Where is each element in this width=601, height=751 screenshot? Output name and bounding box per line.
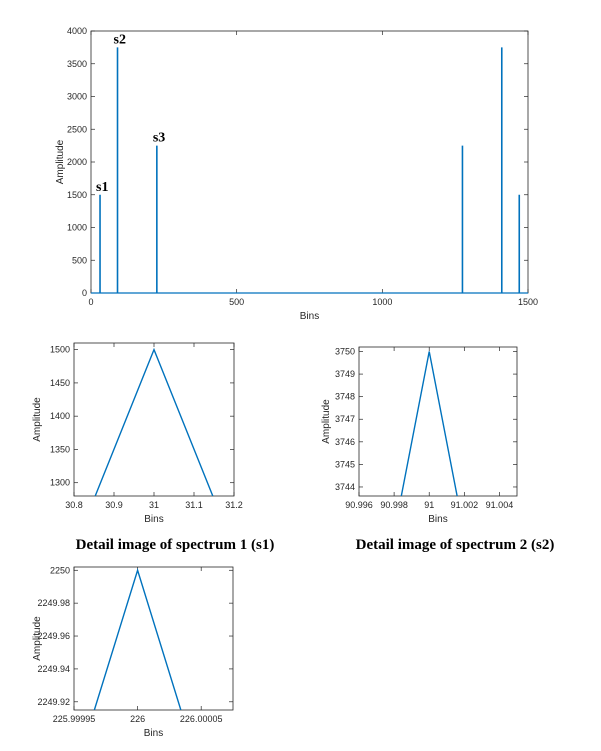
x-tick-label: 226.00005	[180, 714, 223, 724]
y-axis-label: Amplitude	[55, 139, 66, 184]
peak-annotation-s3: s3	[153, 131, 165, 146]
y-tick-label: 1000	[67, 223, 87, 233]
x-tick-label: 1000	[372, 297, 392, 307]
y-tick-label: 4000	[67, 26, 87, 36]
caption-detail-s1: Detail image of spectrum 1 (s1)	[76, 537, 275, 553]
caption-detail-s2: Detail image of spectrum 2 (s2)	[356, 537, 555, 553]
y-tick-label: 3000	[67, 92, 87, 102]
y-tick-label: 3744	[335, 482, 355, 492]
y-tick-label: 0	[82, 288, 87, 298]
y-tick-label: 2249.96	[37, 631, 70, 641]
x-tick-label: 31	[149, 500, 159, 510]
y-tick-label: 2249.98	[37, 598, 70, 608]
y-tick-label: 3749	[335, 369, 355, 379]
y-tick-label: 2250	[50, 565, 70, 575]
y-tick-label: 1400	[50, 411, 70, 421]
x-tick-label: 30.9	[105, 500, 123, 510]
y-tick-label: 2249.92	[37, 697, 70, 707]
y-tick-label: 3500	[67, 59, 87, 69]
y-tick-label: 2249.94	[37, 664, 70, 674]
detail-plot-s1: 30.8 30.9 31 31.1 31.2 1300 1350 1400 1450 1500 Bi…	[32, 342, 243, 525]
x-tick-label: 30.8	[65, 500, 83, 510]
x-tick-label: 91.004	[486, 500, 514, 510]
x-tick-label: 31.2	[225, 500, 243, 510]
y-tick-label: 3750	[335, 347, 355, 357]
y-tick-label: 3746	[335, 437, 355, 447]
y-axis-label: Amplitude	[32, 397, 43, 442]
y-tick-label: 1350	[50, 444, 70, 454]
plot-frame	[358, 346, 518, 497]
peak-annotation-s2: s2	[114, 32, 126, 47]
x-tick-label: 90.996	[345, 500, 373, 510]
series-line	[94, 347, 214, 496]
x-axis-label: Bins	[144, 728, 163, 739]
x-tick-label: 0	[88, 297, 93, 307]
detail-plot-s2: 90.996 90.998 91 91.002 91.004 3744 3745 3746 37…	[321, 346, 518, 525]
y-axis-label: Amplitude	[32, 616, 43, 661]
x-tick-label: 31.1	[185, 500, 203, 510]
y-tick-label: 1500	[50, 345, 70, 355]
y-tick-label: 1450	[50, 378, 70, 388]
detail-plot-s3: 225.99995 226 226.00005 2249.92 2249.94 2249.…	[32, 565, 234, 739]
x-axis-label: Bins	[144, 514, 163, 525]
y-tick-label: 500	[72, 255, 87, 265]
x-tick-label: 91	[424, 500, 434, 510]
y-tick-label: 1500	[67, 190, 87, 200]
x-tick-label: 226	[130, 714, 145, 724]
series-line	[93, 567, 182, 710]
series-line	[400, 351, 458, 496]
x-tick-label: 91.002	[451, 500, 479, 510]
y-tick-label: 1300	[50, 478, 70, 488]
plot-frame	[73, 566, 234, 711]
x-tick-label: 90.998	[380, 500, 408, 510]
y-tick-label: 3745	[335, 459, 355, 469]
plot-frame	[90, 30, 529, 294]
y-tick-label: 3748	[335, 392, 355, 402]
x-tick-label: 1500	[518, 297, 538, 307]
y-tick-label: 2000	[67, 157, 87, 167]
x-axis-label: Bins	[428, 514, 447, 525]
x-tick-label: 225.99995	[53, 714, 96, 724]
x-tick-label: 500	[229, 297, 244, 307]
peak-annotation-s1: s1	[96, 180, 108, 195]
x-axis-label: Bins	[300, 311, 319, 322]
y-tick-label: 3747	[335, 414, 355, 424]
y-axis-label: Amplitude	[321, 399, 332, 444]
main-spectrum-plot: 0 500 1000 1500 0 500 1000 1500 2000 2500 3000 3500…	[55, 26, 538, 322]
plot-frame	[73, 342, 235, 497]
y-tick-label: 2500	[67, 124, 87, 134]
